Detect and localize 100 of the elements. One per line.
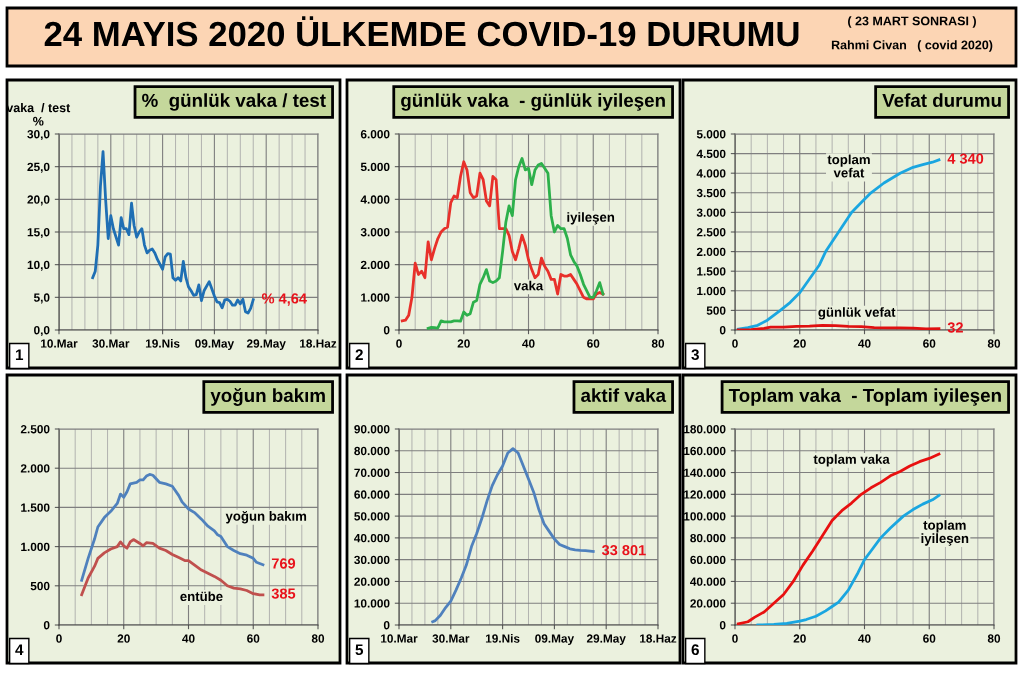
y-tick-label: 2.500 — [20, 425, 50, 434]
y-tick-label: 100.000 — [684, 512, 726, 521]
y-tick-label: 1.000 — [697, 286, 726, 296]
y-tick-label: 1.500 — [21, 503, 50, 512]
x-tick-label: 60 — [587, 339, 600, 348]
y-tick-label: 120.000 — [684, 490, 726, 499]
y-tick-label: 10,0 — [27, 260, 50, 271]
y-tick-label: 60.000 — [690, 555, 726, 565]
y-tick-label: 15,0 — [27, 228, 50, 239]
y-tick-label: 0,0 — [34, 326, 50, 337]
x-tick-label: 20 — [457, 339, 470, 348]
y-tick-label: 2.000 — [20, 464, 50, 473]
data-label: 33 801 — [601, 544, 646, 556]
text: 24 MAYIS 2020 ÜLKEMDE COVID-19 DURUMU — [44, 16, 799, 47]
y-tick-label: 0 — [383, 326, 390, 335]
x-tick-label: 18.Haz — [640, 634, 677, 643]
x-tick-label: 0 — [56, 634, 62, 643]
text: 4 — [15, 644, 24, 655]
y-tick-label: 70.000 — [354, 468, 390, 477]
text: 1 — [15, 349, 24, 360]
x-tick-label: 10.Mar — [41, 339, 78, 348]
data-label: 4 340 — [947, 153, 984, 164]
series-label: yoğun bakım — [225, 510, 307, 524]
x-tick-label: 30.Mar — [92, 339, 130, 348]
text: Rahmi Civan ( covid 2020) — [831, 40, 993, 52]
x-tick-label: 40 — [858, 339, 871, 348]
chart-title: % günlük vaka / test — [142, 93, 326, 111]
data-label: 32 — [947, 322, 963, 333]
chart-title: Toplam vaka - Toplam iyileşen — [728, 388, 1001, 406]
text: 2 — [355, 349, 363, 360]
y-tick-label: 3.000 — [360, 228, 390, 237]
x-tick-label: 29.May — [246, 339, 286, 351]
y-tick-label: 2.000 — [696, 247, 726, 256]
chart-title: yoğun bakım — [210, 388, 325, 406]
y-tick-label: 3.500 — [696, 188, 726, 198]
y-tick-label: 80.000 — [690, 533, 726, 543]
y-tick-label: 60.000 — [354, 490, 390, 499]
x-tick-label: 20 — [793, 339, 806, 348]
x-tick-label: 20 — [117, 634, 130, 643]
y-tick-label: 10.000 — [354, 599, 390, 608]
series-label: entübe — [180, 591, 223, 602]
x-tick-label: 60 — [923, 339, 936, 348]
y-tick-label: 25,0 — [27, 162, 50, 173]
y-tick-label: 5.000 — [360, 162, 390, 172]
x-tick-label: 20 — [793, 634, 806, 643]
x-tick-label: 80 — [987, 634, 1001, 643]
x-tick-label: 0 — [732, 634, 738, 643]
y-tick-label: 4.500 — [696, 149, 726, 158]
line-series — [91, 150, 255, 315]
y-axis-title: vaka / test % — [6, 103, 71, 126]
x-tick-label: 80 — [987, 339, 1001, 348]
y-tick-label: 4.000 — [696, 169, 726, 178]
x-tick-label: 60 — [247, 634, 260, 643]
x-tick-label: 19.Nis — [485, 634, 520, 643]
y-tick-label: 0 — [719, 621, 726, 630]
x-tick-label: 80 — [651, 339, 665, 348]
chart-title: günlük vaka - günlük iyileşen — [401, 93, 665, 111]
data-label: 769 — [271, 558, 296, 569]
y-tick-label: 1.000 — [21, 542, 50, 551]
y-tick-label: 40.000 — [690, 577, 726, 586]
x-tick-label: 18.Haz — [300, 339, 337, 348]
x-tick-label: 0 — [396, 339, 402, 348]
line-series — [80, 473, 265, 582]
text: ( 23 MART SONRASI ) — [848, 16, 976, 28]
y-tick-label: 20.000 — [354, 577, 390, 586]
y-tick-label: 40.000 — [354, 533, 390, 543]
x-tick-label: 29.May — [586, 634, 626, 646]
y-tick-label: 500 — [706, 306, 726, 315]
y-tick-label: 140.000 — [684, 468, 726, 477]
y-tick-label: 1.500 — [697, 267, 726, 276]
y-tick-label: 90.000 — [354, 425, 390, 434]
y-tick-label: 20,0 — [27, 195, 50, 206]
y-tick-label: 2.500 — [696, 228, 726, 237]
x-tick-label: 40 — [182, 634, 195, 643]
y-tick-label: 160.000 — [684, 446, 726, 456]
series-label: toplam vaka — [813, 454, 890, 467]
text: 6 — [691, 644, 699, 656]
series-label: iyileşen — [567, 212, 615, 225]
data-label: 385 — [271, 588, 296, 599]
series-label: vaka — [513, 280, 544, 291]
y-tick-label: 30.000 — [354, 555, 390, 565]
x-tick-label: 09.May — [195, 339, 235, 351]
x-tick-label: 09.May — [535, 634, 575, 646]
series-label: toplam iyileşen — [921, 520, 969, 546]
series-label: toplam vefat — [827, 154, 870, 178]
y-tick-label: 5,0 — [33, 293, 50, 304]
y-tick-label: 50.000 — [354, 512, 390, 521]
x-tick-label: 10.Mar — [381, 634, 418, 643]
x-tick-label: 19.Nis — [145, 339, 180, 348]
chart-title: Vefat durumu — [882, 93, 1001, 108]
y-tick-label: 180.000 — [684, 425, 726, 434]
x-tick-label: 40 — [858, 634, 871, 643]
text: 5 — [355, 644, 364, 656]
x-tick-label: 30.Mar — [432, 634, 470, 643]
y-tick-label: 80.000 — [354, 446, 390, 456]
y-tick-label: 0 — [43, 621, 50, 630]
y-tick-label: 5.000 — [696, 130, 726, 139]
y-tick-label: 2.000 — [360, 260, 390, 270]
text: 3 — [691, 349, 699, 361]
x-tick-label: 40 — [522, 339, 535, 348]
